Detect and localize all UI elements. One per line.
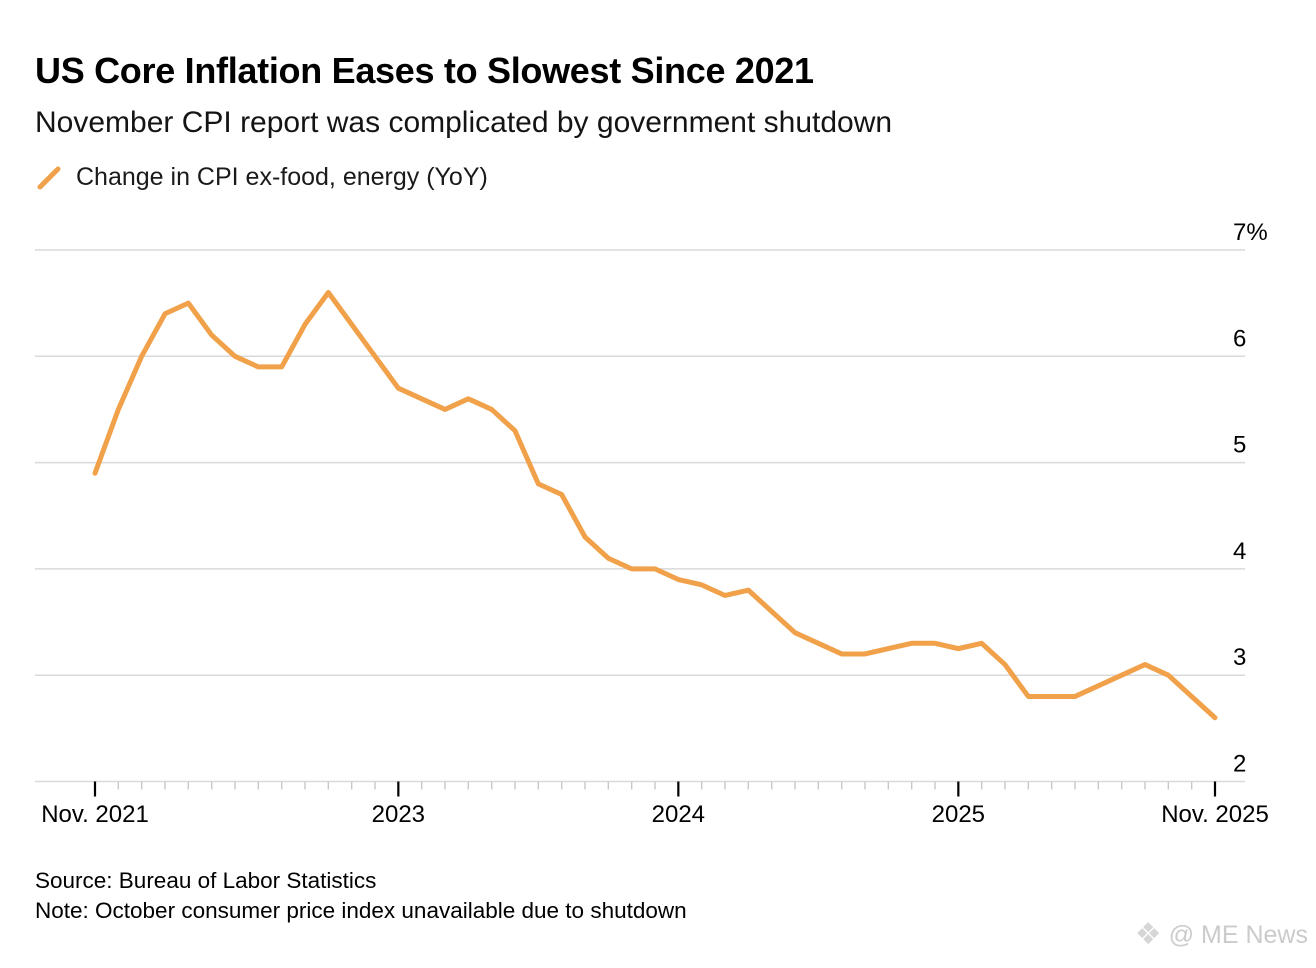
x-tick-label: 2025 [932,801,985,828]
legend-label: Change in CPI ex-food, energy (YoY) [76,163,488,191]
page-title: US Core Inflation Eases to Slowest Since… [35,50,814,91]
cpi-line-series [92,290,1218,721]
watermark: ❖ @ ME News [1135,920,1308,950]
y-tick-label-2: 2 [1233,751,1246,778]
watermark-text: @ ME News [1168,920,1308,949]
y-tick-label-7: 7% [1233,219,1268,246]
y-tick-label-4: 4 [1233,538,1246,565]
slash-line-marker-icon [37,166,61,189]
legend: Change in CPI ex-food, energy (YoY) [36,163,488,192]
y-axis-labels: 7% 6 5 4 3 2 [1233,219,1268,778]
note-text: Note: October consumer price index unava… [35,898,687,923]
x-tick-label: Nov. 2021 [41,801,149,828]
cpi-line [92,290,1218,721]
y-tick-label-6: 6 [1233,325,1246,352]
x-axis-labels: Nov. 2021 2023 2024 2025 Nov. 2025 [41,801,1269,828]
x-axis-ticks [93,781,1217,797]
x-tick-label: Nov. 2025 [1161,801,1269,828]
y-tick-label-3: 3 [1233,644,1246,671]
legend-slash [37,166,61,189]
y-tick-label-5: 5 [1233,432,1246,459]
y-gridlines [35,249,1245,783]
source-text: Source: Bureau of Labor Statistics [35,868,377,893]
x-tick-label: 2024 [652,801,705,828]
page-subtitle: November CPI report was complicated by g… [35,106,893,139]
x-tick-label: 2023 [372,801,425,828]
footer: Source: Bureau of Labor Statistics Note:… [35,866,687,926]
diamond-logo-icon: ❖ [1134,918,1162,951]
